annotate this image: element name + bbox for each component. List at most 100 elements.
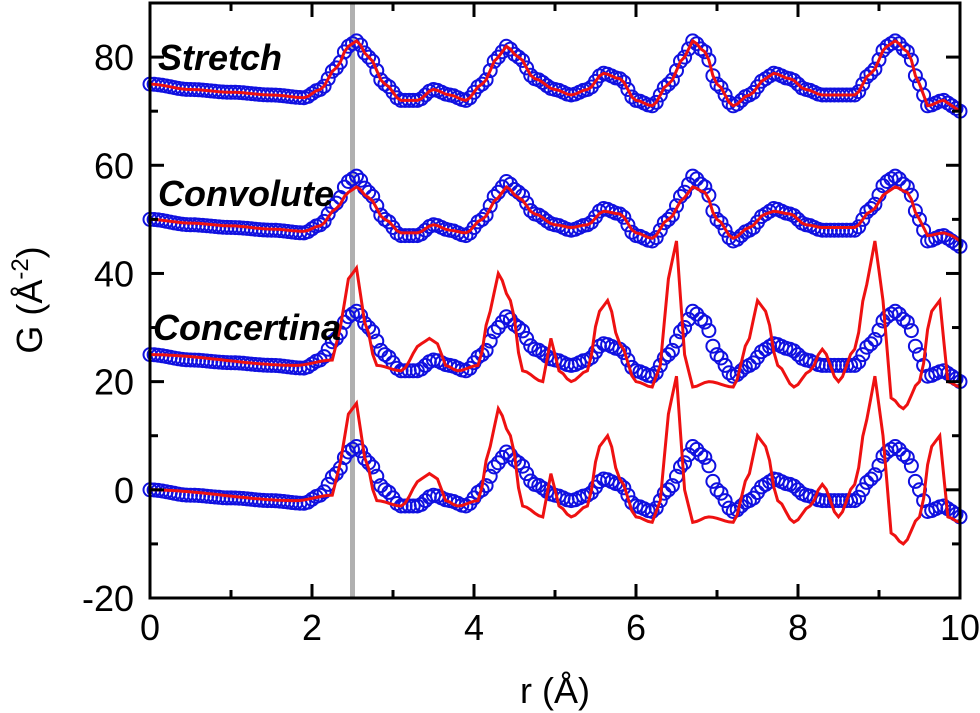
data-point (644, 233, 660, 249)
data-point (405, 228, 421, 244)
data-point (729, 231, 745, 247)
x-tick-label: 2 (302, 607, 322, 648)
data-point (705, 473, 721, 489)
data-point (616, 480, 632, 496)
data-point (717, 222, 733, 238)
data-point (652, 222, 668, 238)
series-line-3 (150, 240, 961, 411)
data-point (786, 343, 802, 359)
data-point (369, 198, 385, 214)
data-point (709, 76, 725, 92)
data-point (620, 82, 636, 97)
data-point (859, 204, 875, 220)
series-layer (142, 33, 968, 546)
data-point (717, 87, 733, 103)
data-point (713, 485, 729, 501)
data-point (624, 89, 640, 105)
data-point (474, 76, 490, 92)
data-point (899, 314, 915, 330)
data-point (486, 324, 502, 340)
data-point (511, 49, 526, 65)
y-tick-label: 80 (94, 37, 134, 78)
data-point (353, 308, 369, 323)
data-point (519, 195, 535, 211)
data-point (867, 196, 883, 212)
data-point (717, 357, 733, 373)
data-point (365, 324, 381, 340)
data-point (612, 71, 628, 87)
data-point (478, 207, 494, 223)
data-point (907, 68, 923, 84)
plot-area (142, 3, 968, 598)
data-point (664, 342, 680, 358)
data-point (867, 332, 883, 347)
y-axis-title-main: G (Å (9, 280, 50, 354)
data-point (847, 493, 863, 509)
y-tick-label: 0 (114, 470, 134, 511)
data-point (867, 61, 883, 77)
data-point (693, 447, 709, 463)
data-point (523, 338, 539, 354)
data-point (851, 354, 867, 370)
data-point (903, 323, 919, 339)
data-point (705, 203, 721, 219)
data-point (345, 441, 360, 457)
data-point (851, 489, 867, 505)
data-point (786, 72, 802, 88)
data-point (859, 339, 875, 355)
data-point (713, 350, 729, 366)
data-point (660, 76, 676, 92)
data-point (413, 91, 429, 107)
data-point (673, 53, 688, 69)
annotation-stretch: Stretch (158, 37, 282, 78)
data-point (656, 485, 672, 501)
data-point (511, 455, 526, 471)
x-tick-label: 6 (626, 607, 646, 648)
x-tick-label: 4 (464, 607, 484, 648)
data-point (353, 443, 369, 459)
data-point (685, 168, 701, 184)
data-point (907, 473, 923, 489)
data-point (847, 222, 863, 238)
data-point (863, 65, 879, 81)
data-point (365, 459, 381, 475)
data-point (353, 172, 369, 188)
data-point (316, 349, 332, 365)
data-point (859, 474, 875, 490)
data-point (843, 493, 859, 509)
data-point (786, 208, 802, 224)
data-point (685, 303, 701, 319)
data-point (519, 466, 535, 482)
data-point (701, 458, 717, 474)
data-point (673, 324, 688, 340)
data-point (669, 63, 684, 79)
data-point (867, 467, 883, 483)
data-point (899, 449, 915, 465)
data-point (863, 336, 879, 352)
data-point (709, 482, 725, 498)
data-point (652, 87, 668, 103)
data-point (644, 98, 660, 114)
data-point (482, 198, 498, 214)
data-point (405, 498, 421, 514)
data-point (855, 347, 871, 363)
y-axis-title: G (Å-2) (7, 246, 50, 353)
data-point (887, 303, 903, 319)
data-point (320, 206, 336, 222)
data-point (324, 63, 340, 79)
x-tick-label: 0 (140, 607, 160, 648)
x-tick-label: 10 (940, 607, 980, 648)
data-point (887, 33, 903, 49)
data-point (312, 82, 328, 97)
data-point (316, 78, 332, 94)
data-point (478, 478, 494, 494)
y-axis-title-tail: ) (9, 246, 50, 258)
series-line-1 (150, 375, 961, 546)
data-point (616, 209, 632, 225)
data-point (316, 213, 332, 229)
series-line-7 (149, 38, 961, 113)
y-tick-label: -20 (82, 578, 134, 619)
data-point (693, 41, 709, 57)
